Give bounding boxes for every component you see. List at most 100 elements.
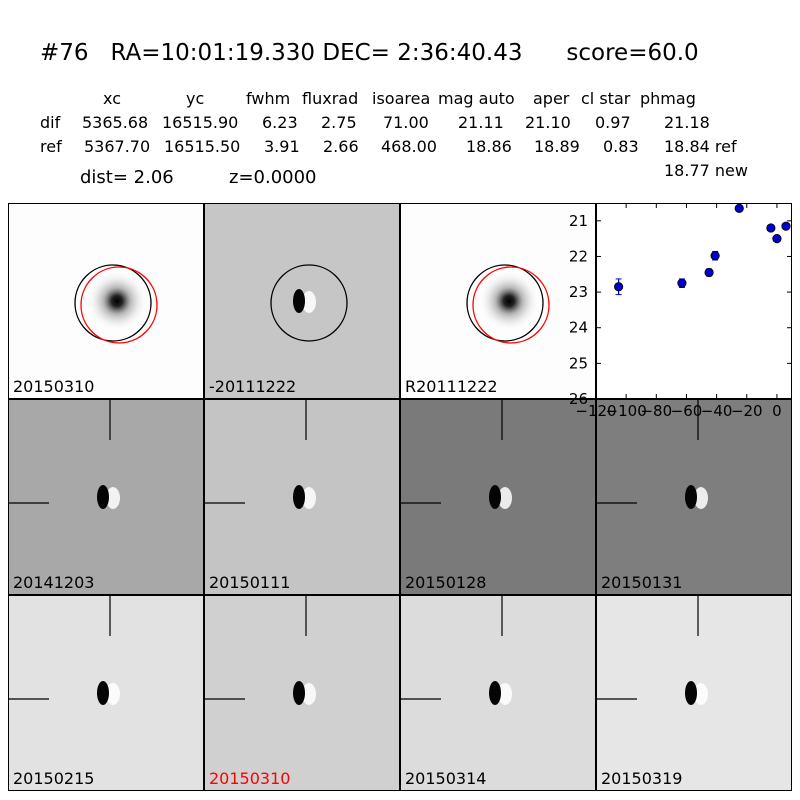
candidate-id: #76 <box>40 40 89 66</box>
panel-date-label: 20150215 <box>13 769 95 788</box>
col-header-cl-star: cl star <box>581 89 631 108</box>
dipole-dark-lobe <box>97 485 109 509</box>
data-point <box>734 203 744 213</box>
cutout-panel: 20150128 <box>400 399 596 595</box>
distance-value: dist= 2.06 <box>80 167 174 188</box>
dif-fluxrad: 2.75 <box>321 113 357 132</box>
cutout-panel: -20111222 <box>204 203 400 399</box>
cutout-image <box>9 596 120 705</box>
panel-date-label: 20150111 <box>209 573 291 592</box>
x-tick-label: −120 <box>575 402 616 420</box>
dif-cl-star: 0.97 <box>595 113 631 132</box>
aperture-circle-black <box>74 264 152 342</box>
cutout-image <box>9 400 120 509</box>
panel-date-label: 20150319 <box>601 769 683 788</box>
y-tick-label: 22 <box>569 247 588 265</box>
aperture-circle-red <box>80 266 158 344</box>
dipole-light-lobe <box>694 683 708 705</box>
x-tick-label: −40 <box>701 402 733 420</box>
col-header-mag-auto: mag auto <box>438 89 515 108</box>
dipole-dark-lobe <box>489 485 501 509</box>
data-point <box>710 251 720 261</box>
cutout-panel: 20150319 <box>596 595 792 791</box>
aperture-circle-red <box>472 266 550 344</box>
cutout-panel: R20111222 <box>400 203 596 399</box>
panel-date-label: 20150128 <box>405 573 487 592</box>
panel-date-label: -20111222 <box>209 377 297 396</box>
dif-mag-auto: 21.11 <box>458 113 504 132</box>
panel-date-label: 20150314 <box>405 769 487 788</box>
panel-date-label: 20150310 <box>209 769 291 788</box>
cutout-panel: 20150310 <box>204 595 400 791</box>
ref-mag-auto: 18.86 <box>466 137 512 156</box>
data-point <box>677 278 687 288</box>
x-tick-label: −60 <box>671 402 703 420</box>
panel-date-label: 20150131 <box>601 573 683 592</box>
y-tick-label: 21 <box>569 212 588 230</box>
col-header-fwhm: fwhm <box>246 89 291 108</box>
dipole-light-lobe <box>106 487 120 509</box>
cutout-panel: 20150131 <box>596 399 792 595</box>
col-header-aper: aper <box>533 89 570 108</box>
data-point <box>766 223 776 233</box>
score-value: score=60.0 <box>566 40 699 66</box>
dif-isoarea: 71.00 <box>383 113 429 132</box>
cutout-image <box>270 264 348 342</box>
source-blob <box>479 271 539 331</box>
panel-date-label: 20141203 <box>13 573 95 592</box>
dipole-dark-lobe <box>489 681 501 705</box>
cutout-image <box>466 264 550 344</box>
ref-cl-star: 0.83 <box>603 137 639 156</box>
ref-fluxrad: 2.66 <box>323 137 359 156</box>
data-point <box>772 234 782 244</box>
dif-aper: 21.10 <box>525 113 571 132</box>
ref-isoarea: 468.00 <box>381 137 437 156</box>
candidate-title: #76 RA=10:01:19.330 DEC= 2:36:40.43 scor… <box>40 40 699 66</box>
dec-coordinate: DEC= 2:36:40.43 <box>322 40 523 66</box>
panel-date-label: R20111222 <box>405 377 498 396</box>
dipole-light-lobe <box>302 291 316 313</box>
row-label-dif: dif <box>40 113 61 132</box>
cutout-image <box>401 596 512 705</box>
cutout-panel: 20150314 <box>400 595 596 791</box>
row-label-ref: ref <box>40 137 62 156</box>
y-tick-label: 25 <box>569 354 588 372</box>
col-header-isoarea: isoarea <box>372 89 431 108</box>
cutout-image <box>205 400 316 509</box>
plot-frame <box>596 203 792 399</box>
dipole-dark-lobe <box>293 289 305 313</box>
cutout-panel: 20141203 <box>8 399 204 595</box>
dipole-light-lobe <box>498 683 512 705</box>
cutout-image <box>597 596 708 705</box>
cutout-image <box>205 596 316 705</box>
ref-phmag: 18.84 ref <box>664 137 737 156</box>
ra-coordinate: RA=10:01:19.330 <box>110 40 316 66</box>
dif-fwhm: 6.23 <box>262 113 298 132</box>
aperture-circle-black <box>270 264 348 342</box>
source-blob <box>87 271 147 331</box>
redshift-value: z=0.0000 <box>229 167 317 188</box>
dipole-light-lobe <box>302 487 316 509</box>
dipole-dark-lobe <box>293 681 305 705</box>
dipole-light-lobe <box>302 683 316 705</box>
y-tick-label: 23 <box>569 283 588 301</box>
cutout-panel: 20150111 <box>204 399 400 595</box>
dipole-dark-lobe <box>97 681 109 705</box>
new-phmag: 18.77 new <box>664 161 748 180</box>
cutout-image <box>74 264 158 344</box>
dipole-light-lobe <box>498 487 512 509</box>
dipole-dark-lobe <box>685 681 697 705</box>
dif-xc: 5365.68 <box>82 113 149 132</box>
dipole-dark-lobe <box>685 485 697 509</box>
col-header-xc: xc <box>103 89 121 108</box>
x-tick-label: −20 <box>731 402 763 420</box>
data-point <box>781 221 791 231</box>
aperture-circle-black <box>466 264 544 342</box>
x-tick-label: −100 <box>606 402 647 420</box>
dipole-light-lobe <box>106 683 120 705</box>
y-tick-label: 24 <box>569 319 588 337</box>
cutout-panel: 20150310 <box>8 203 204 399</box>
panel-date-label: 20150310 <box>13 377 95 396</box>
cutout-image <box>597 400 708 509</box>
ref-fwhm: 3.91 <box>264 137 300 156</box>
